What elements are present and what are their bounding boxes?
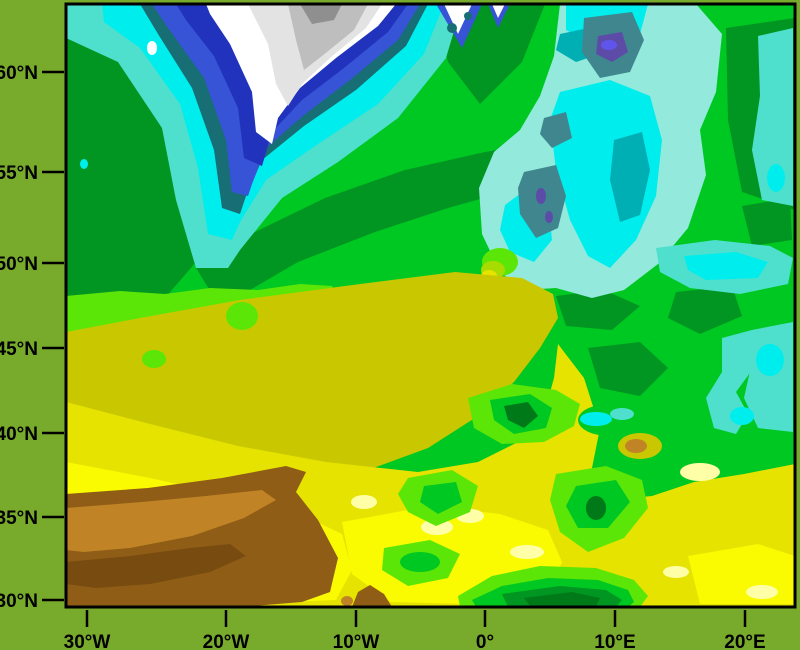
olive-island-lightgreen-1 (226, 302, 258, 330)
region-darkgreen-patch-3 (668, 286, 742, 334)
africa-brown-spur (352, 585, 392, 607)
alps-darkgreen-core (504, 402, 538, 428)
africa-tan-interior (66, 490, 276, 552)
lon-label-10e: 10°E (594, 632, 635, 650)
greenland-midgrey (288, 4, 368, 70)
ice-jag-white-2 (492, 4, 505, 18)
east-cyan-core-b2 (730, 407, 754, 425)
east-cyan-core-c (767, 164, 785, 192)
region-darkgreen-band (196, 142, 562, 294)
paleyellow-spot-3 (421, 519, 453, 535)
lat-label-50n: 50°N (0, 254, 38, 275)
east-turquoise-strip-c (752, 28, 793, 206)
ice-fleck-white (147, 41, 157, 55)
region-darkgreen-patch-4 (742, 198, 792, 246)
atlas-darker-core (524, 592, 600, 606)
map-border (64, 2, 797, 609)
lon-label-0: 0° (476, 632, 494, 650)
lon-label-30w: 30°W (64, 632, 111, 650)
iberia-green-core-north (420, 482, 462, 514)
alps-cyan-spot (580, 412, 612, 426)
purple-dot-1 (536, 188, 546, 204)
scandinavia-teal-band (610, 132, 650, 222)
africa-tan-dot (341, 596, 353, 606)
lon-label-20w: 20°W (203, 632, 250, 650)
iberia-green-core-south (400, 552, 440, 572)
ice-dot-teal-1 (447, 23, 457, 33)
lat-label-45n: 45°N (0, 339, 38, 360)
east-cyan-core-b1 (756, 344, 784, 376)
region-darkgreen-patch-2 (588, 342, 668, 396)
ice-dot-teal-2 (464, 12, 472, 20)
paleyellow-spot-8 (351, 495, 377, 509)
lat-label-60n: 60°N (0, 63, 38, 84)
paleyellow-spot-6 (680, 463, 720, 481)
scandinavia-slate-small (540, 112, 572, 148)
east-tan-patch (625, 439, 647, 453)
greenland-darkgrey (300, 4, 342, 24)
ice-jag-white-1 (444, 4, 472, 34)
olive-island-lightgreen-2 (142, 350, 166, 368)
lat-label-55n: 55°N (0, 163, 38, 184)
paleyellow-spot-5 (510, 545, 544, 559)
balkan-darkgreen-dot (586, 496, 606, 520)
map-plot-area (66, 4, 795, 607)
cyan-dot-west (80, 159, 88, 169)
alps-turquoise-spot (610, 408, 634, 420)
longitude-axis: 30°W 20°W 10°W 0° 10°E 20°E (64, 610, 766, 650)
lon-label-20e: 20°E (724, 632, 765, 650)
scandinavia-cyan-center (550, 80, 662, 268)
africa-darkbrown-streak (66, 544, 246, 588)
east-cyan-core-a (684, 252, 768, 280)
east-turquoise-arm-b (706, 330, 758, 434)
region-darkgreen-patch-1 (556, 290, 640, 330)
lat-label-30n: 30°N (0, 591, 38, 612)
latitude-axis: 60°N 55°N 50°N 45°N 40°N 35°N 30°N (0, 63, 64, 612)
paleyellow-spot-7 (746, 585, 778, 599)
lat-label-35n: 35°N (0, 508, 38, 529)
purple-dot-2 (545, 211, 553, 223)
paleyellow-spot-10 (663, 566, 689, 578)
east-turquoise-patch-b (744, 322, 793, 432)
lon-label-10w: 10°W (333, 632, 380, 650)
lat-label-40n: 40°N (0, 424, 38, 445)
scandinavia-brightpurple-spot (601, 40, 617, 50)
